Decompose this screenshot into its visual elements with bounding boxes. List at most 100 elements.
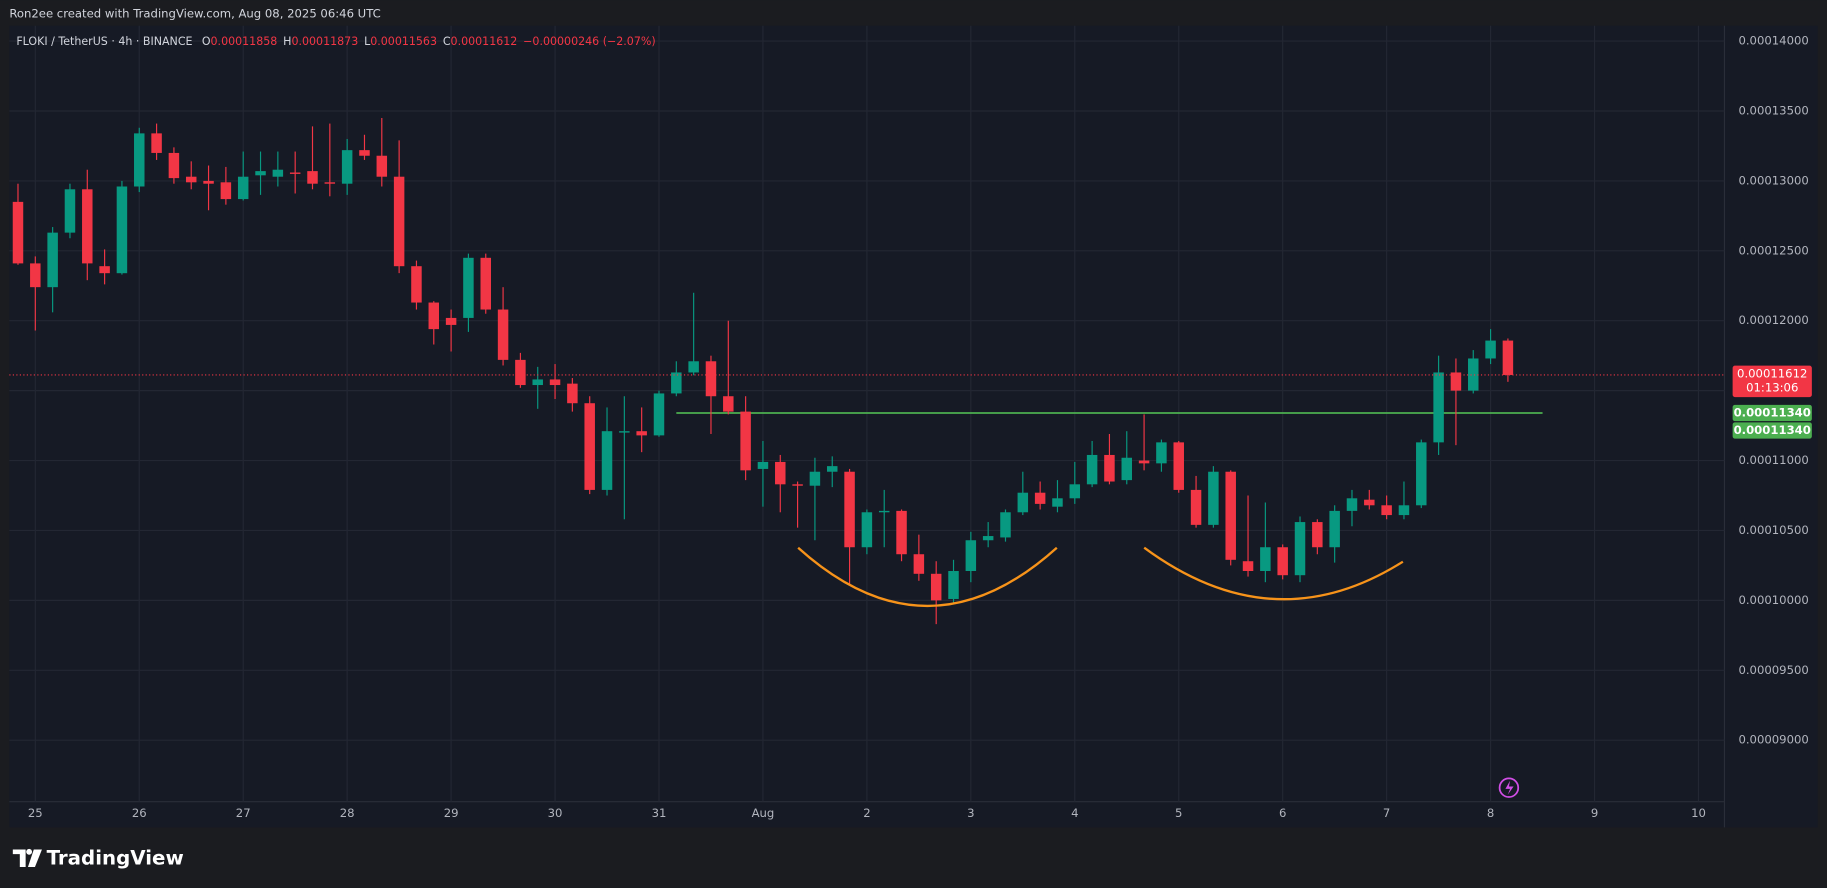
x-tick-label: 29 bbox=[444, 806, 459, 820]
candle-body bbox=[82, 189, 93, 264]
candle-body bbox=[636, 431, 647, 436]
candle-body bbox=[653, 393, 665, 436]
change: −0.00000246 (−2.07%) bbox=[523, 35, 656, 48]
candle-body bbox=[1260, 547, 1271, 572]
candle-body bbox=[1468, 358, 1479, 391]
y-tick-label: 0.00009000 bbox=[1738, 733, 1808, 747]
candle-body bbox=[289, 172, 301, 174]
candle-body bbox=[1190, 489, 1202, 525]
logo-mark bbox=[27, 849, 42, 867]
candle-body bbox=[168, 152, 180, 179]
candle-body bbox=[47, 232, 58, 288]
y-tick-label: 0.00014000 bbox=[1738, 34, 1808, 48]
candle-body bbox=[601, 431, 613, 490]
candle-body bbox=[878, 510, 890, 513]
x-tick-label: 6 bbox=[1279, 806, 1286, 820]
candle-body bbox=[1433, 372, 1444, 443]
candle-body bbox=[220, 182, 232, 200]
candle-body bbox=[376, 155, 388, 177]
x-tick-label: 8 bbox=[1487, 806, 1494, 820]
candle-body bbox=[1277, 547, 1288, 576]
attribution: Ron2ee created with TradingView.com, Aug… bbox=[9, 7, 380, 21]
level-price-box bbox=[1732, 422, 1812, 439]
y-tick-label: 0.00013500 bbox=[1738, 103, 1808, 117]
candle-body bbox=[688, 361, 699, 373]
candle-body bbox=[1121, 457, 1133, 481]
candle-body bbox=[1242, 561, 1254, 572]
chart-legend: FLOKI / TetherUS · 4h · BINANCE O0.000118… bbox=[16, 35, 655, 48]
candle-body bbox=[982, 536, 994, 541]
candle-body bbox=[1312, 522, 1323, 548]
pattern-arc bbox=[797, 546, 1058, 608]
ohlc-label: C bbox=[443, 35, 451, 48]
candle-body bbox=[792, 484, 803, 486]
candle-body bbox=[497, 309, 509, 360]
y-tick-label: 0.00010500 bbox=[1738, 523, 1808, 537]
x-tick-label: Aug bbox=[752, 806, 775, 820]
y-tick-label: 0.00011000 bbox=[1738, 453, 1808, 467]
candle-body bbox=[809, 471, 821, 486]
ohlc-value: 0.00011858 bbox=[211, 35, 278, 48]
y-tick-label: 0.00013000 bbox=[1738, 173, 1808, 187]
candle-body bbox=[861, 512, 873, 548]
alert-icon[interactable] bbox=[1498, 777, 1520, 798]
plot: 0.00014000 0.00013500 0.00013000 0.00012500… bbox=[9, 25, 1812, 820]
candle-body bbox=[307, 171, 318, 184]
y-tick-label: 0.00010000 bbox=[1738, 593, 1808, 607]
y-tick-label: 0.00012000 bbox=[1738, 313, 1808, 327]
countdown: 01:13:06 bbox=[1746, 380, 1798, 394]
candle-body bbox=[1294, 522, 1306, 576]
candle-body bbox=[99, 266, 110, 274]
brand-logo: TradingView bbox=[12, 846, 184, 869]
candle-body bbox=[965, 540, 977, 572]
candle-body bbox=[1208, 471, 1219, 525]
candle-body bbox=[757, 461, 769, 469]
candle-body bbox=[1156, 442, 1167, 464]
x-tick-label: 9 bbox=[1591, 806, 1598, 820]
x-tick-label: 31 bbox=[652, 806, 667, 820]
candle-body bbox=[64, 189, 76, 233]
x-tick-label: 25 bbox=[28, 806, 43, 820]
candle-body bbox=[930, 573, 942, 601]
ohlc-label: L bbox=[364, 35, 371, 48]
ohlc-value: 0.00011612 bbox=[451, 35, 518, 48]
last-price-label: 0.00011612 bbox=[1737, 366, 1807, 380]
candle-body bbox=[740, 411, 751, 471]
candle-body bbox=[411, 266, 422, 303]
y-tick-label: 0.00012500 bbox=[1738, 243, 1808, 257]
candle-body bbox=[532, 379, 543, 386]
candle-body bbox=[1000, 512, 1011, 538]
candle-body bbox=[185, 176, 197, 183]
candle-body bbox=[1381, 505, 1392, 516]
candle-body bbox=[1502, 340, 1514, 375]
candle-body bbox=[428, 302, 440, 330]
candle-body bbox=[1173, 442, 1184, 490]
candle-body bbox=[1225, 471, 1236, 560]
candle-body bbox=[1450, 372, 1462, 391]
ohlc-value: 0.00011873 bbox=[291, 35, 358, 48]
candle-body bbox=[272, 169, 284, 177]
logo-mark bbox=[26, 848, 33, 855]
level-price-box bbox=[1732, 404, 1812, 422]
candle-body bbox=[480, 257, 491, 310]
ohlc-label: O bbox=[202, 35, 211, 48]
level-price-label: 0.00011340 bbox=[1734, 423, 1811, 437]
y-tick-label: 0.00009500 bbox=[1738, 663, 1808, 677]
candle-body bbox=[116, 186, 128, 274]
candle-body bbox=[619, 431, 630, 433]
candle-body bbox=[445, 317, 457, 325]
x-tick-label: 4 bbox=[1071, 806, 1078, 820]
symbol: FLOKI / TetherUS · 4h · BINANCE bbox=[16, 35, 192, 48]
candle-body bbox=[359, 150, 370, 156]
candle-body bbox=[827, 466, 838, 472]
candle-body bbox=[1364, 499, 1375, 506]
candle-body bbox=[30, 263, 41, 288]
candle-body bbox=[1138, 460, 1150, 464]
x-tick-label: 28 bbox=[340, 806, 355, 820]
candle-body bbox=[134, 133, 145, 187]
logo-mark bbox=[12, 849, 26, 867]
candle-body bbox=[896, 510, 907, 555]
candle-body bbox=[567, 383, 578, 404]
candle-body bbox=[1034, 492, 1046, 504]
candle-body bbox=[1086, 454, 1098, 485]
